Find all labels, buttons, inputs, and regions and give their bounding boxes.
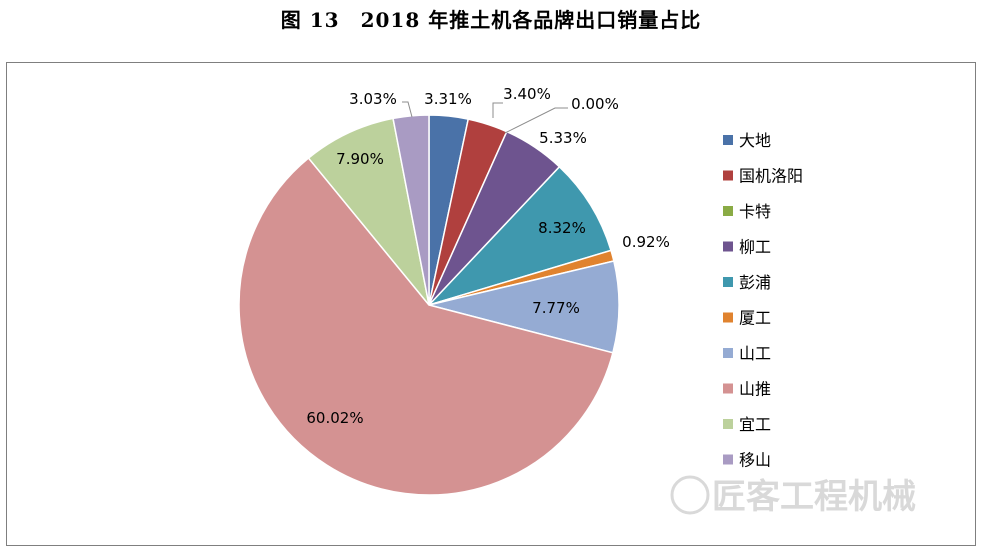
data-label-厦工: 0.92%: [622, 233, 670, 251]
legend-label-卡特: 卡特: [739, 202, 771, 221]
legend-swatch-厦工: [723, 312, 733, 323]
pie-slice-移山: [392, 114, 430, 306]
legend-label-国机洛阳: 国机洛阳: [739, 167, 803, 186]
pie-slice-宜工: [307, 117, 430, 306]
data-label-卡特: 0.00%: [571, 95, 619, 113]
leader-line-国机洛阳: [492, 102, 503, 118]
legend-label-大地: 大地: [739, 131, 771, 150]
data-label-宜工: 7.90%: [336, 150, 384, 168]
legend-swatch-大地: [723, 135, 733, 145]
legend-swatch-山工: [723, 348, 733, 358]
watermark: 匠客工程机械: [670, 475, 916, 517]
data-label-彭浦: 8.32%: [538, 219, 586, 237]
pie-slice-山工: [428, 260, 620, 354]
leader-line-移山: [402, 101, 413, 118]
leader-line-卡特: [504, 107, 568, 134]
legend-swatch-彭浦: [723, 277, 733, 287]
legend-swatch-山推: [723, 383, 733, 394]
data-label-国机洛阳: 3.40%: [503, 85, 551, 103]
legend-swatch-国机洛阳: [723, 170, 733, 181]
data-labels: 3.31% 3.40% 0.00% 5.33% 8.32% 0.92% 7.77% 60.02…: [306, 85, 669, 427]
legend-label-宜工: 宜工: [739, 415, 771, 434]
watermark-logo-icon: [670, 475, 710, 515]
leader-lines: [402, 101, 568, 134]
legend-swatch-柳工: [723, 241, 733, 252]
legend-swatch-卡特: [723, 206, 733, 216]
legend-label-厦工: 厦工: [739, 309, 771, 328]
pie-slice-彭浦: [426, 165, 612, 307]
legend-label-彭浦: 彭浦: [739, 273, 771, 292]
pie-slices: [238, 114, 620, 496]
legend-label-山推: 山推: [739, 380, 771, 399]
data-label-山工: 7.77%: [532, 299, 580, 317]
watermark-text: 匠客工程机械: [712, 477, 916, 517]
data-label-柳工: 5.33%: [539, 129, 587, 147]
data-label-移山: 3.03%: [349, 90, 397, 108]
legend-label-移山: 移山: [739, 451, 771, 470]
legend-label-山工: 山工: [739, 344, 771, 363]
figure-title: 图 13 2018 年推土机各品牌出口销量占比: [280, 8, 702, 32]
legend-swatch-移山: [723, 454, 733, 465]
legend-label-柳工: 柳工: [739, 238, 771, 257]
legend-swatch-宜工: [723, 419, 733, 429]
data-label-大地: 3.31%: [424, 90, 472, 108]
pie-slice-山推: [238, 157, 614, 496]
data-label-山推: 60.02%: [306, 409, 363, 427]
